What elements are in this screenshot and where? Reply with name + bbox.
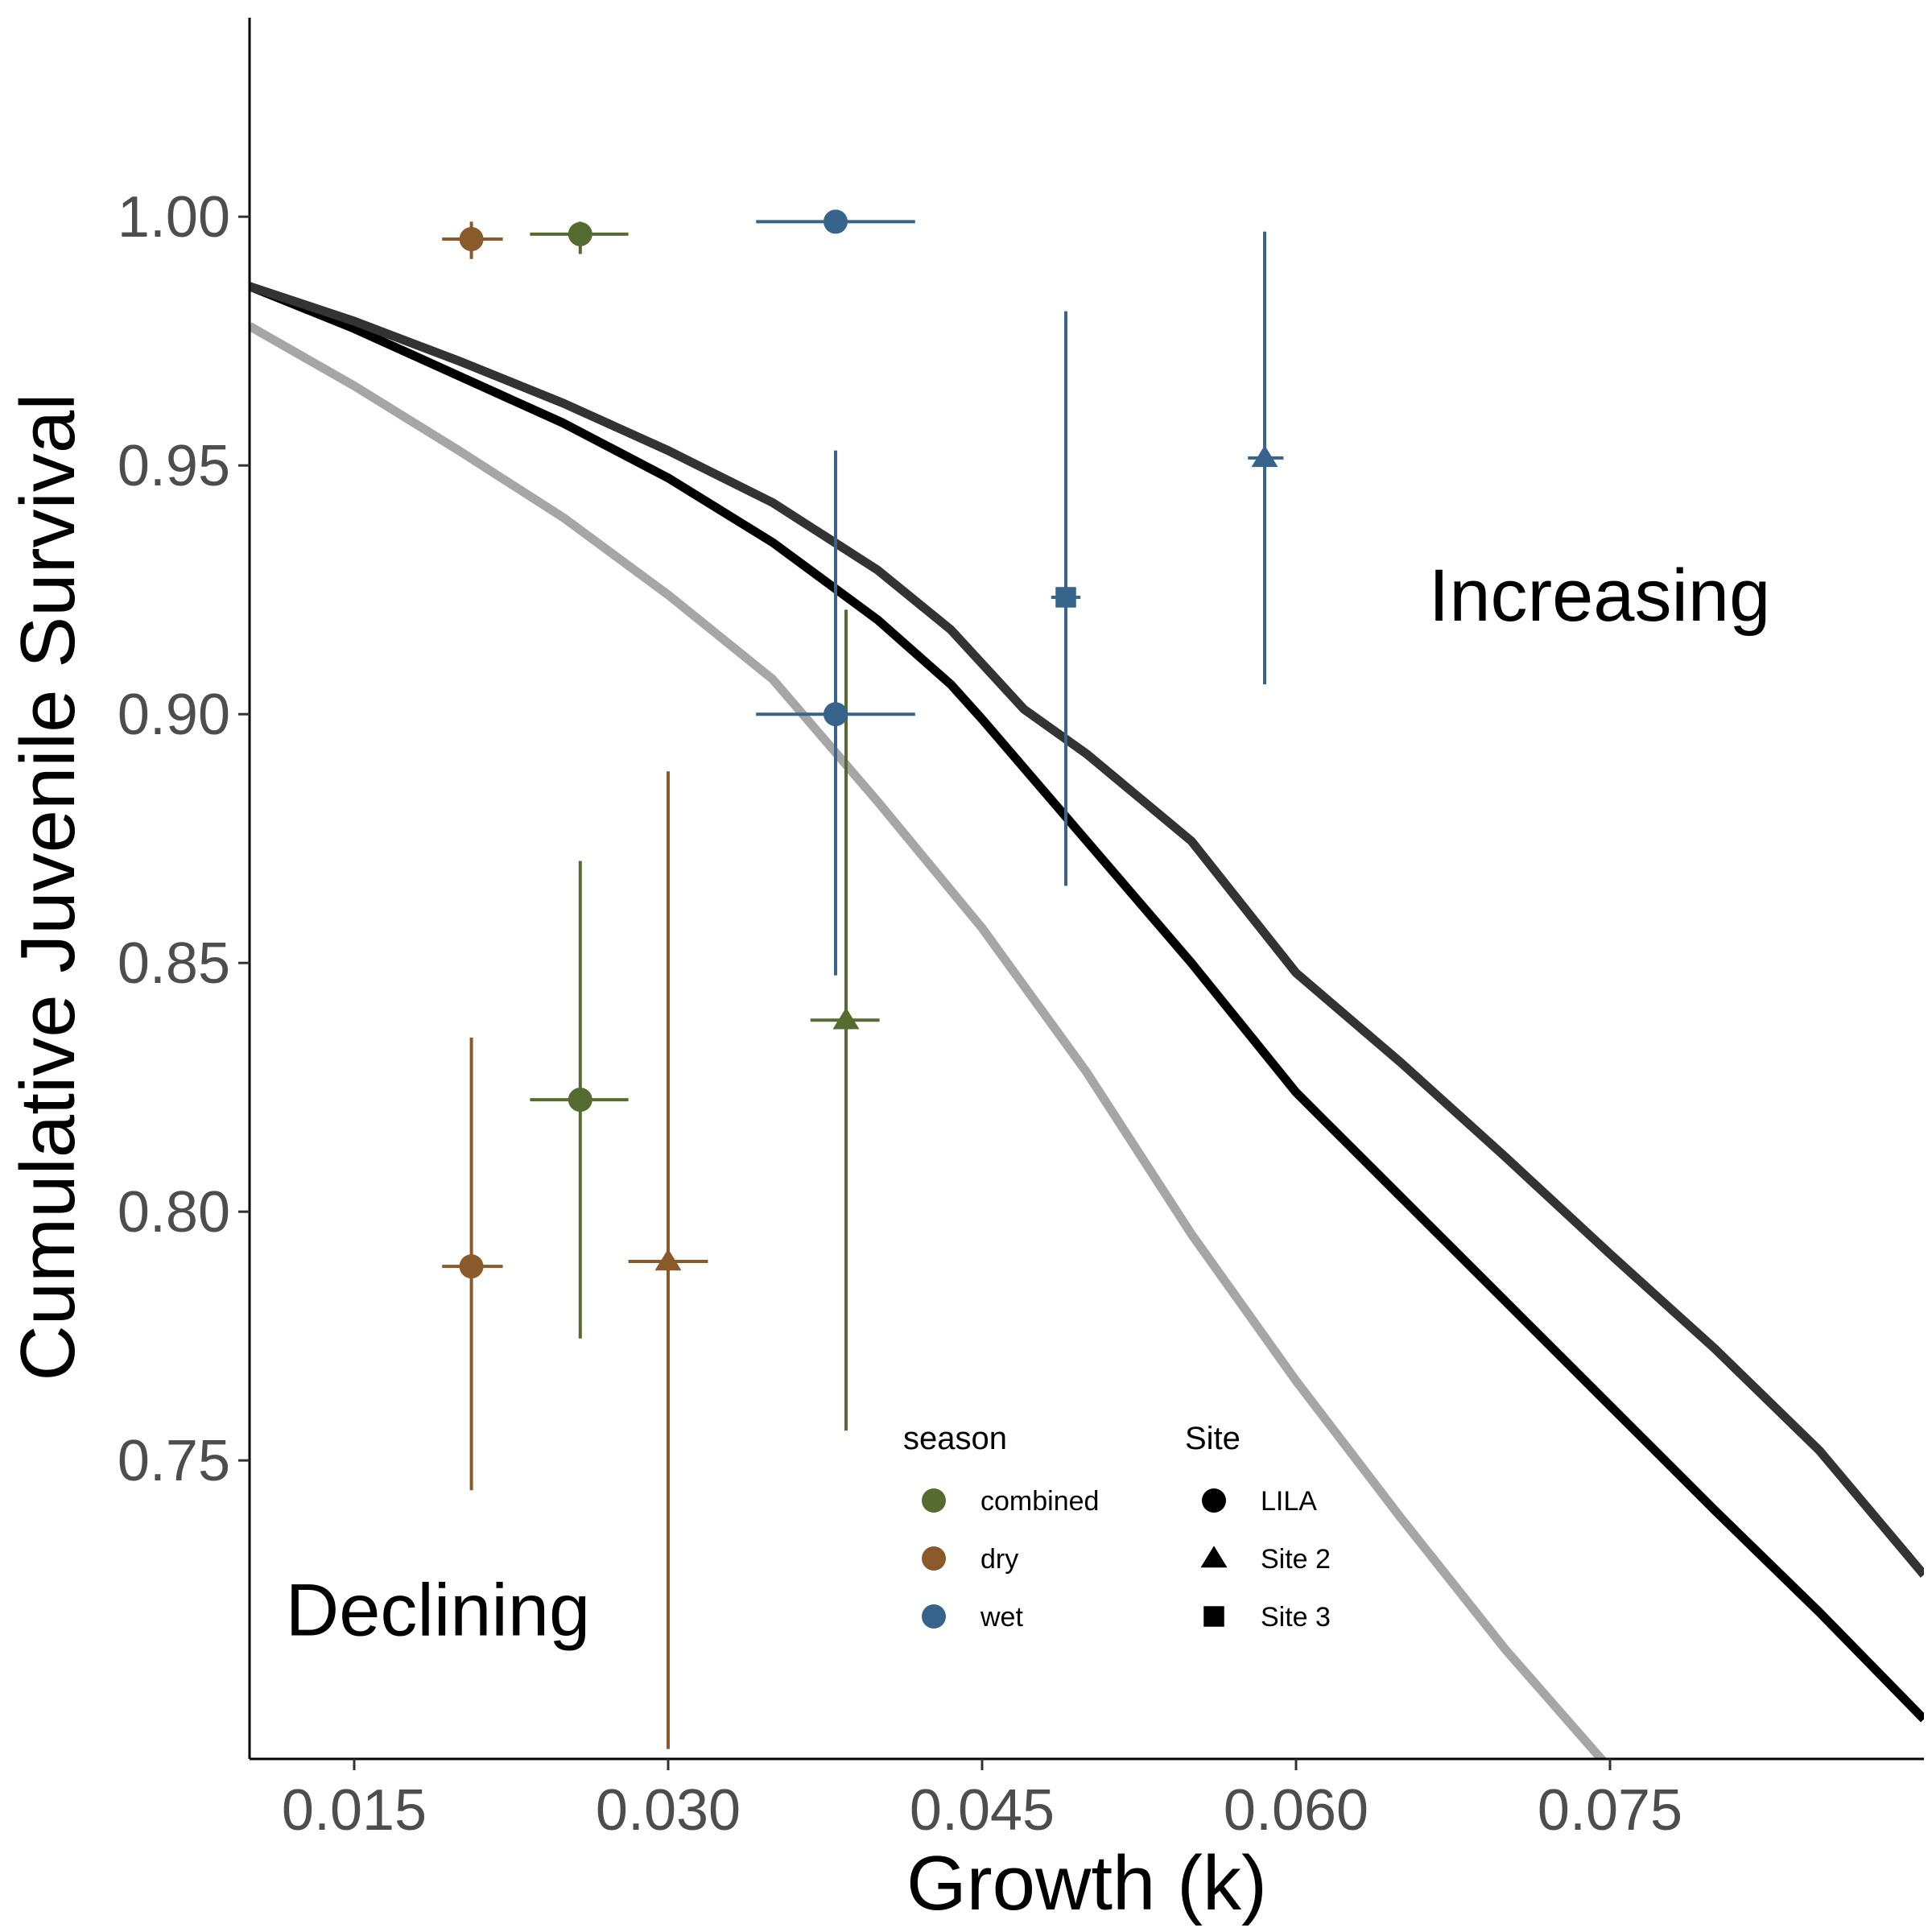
point-wet-lila — [824, 209, 848, 234]
point-dry-site-2 — [654, 1249, 682, 1271]
y-tick-label: 0.90 — [118, 683, 230, 747]
y-axis-title: Cumulative Juvenile Survival — [5, 393, 91, 1381]
legend-label-wet: wet — [980, 1602, 1023, 1633]
legend-key-site-2 — [1200, 1546, 1228, 1568]
y-ticks: 0.75 0.80 0.85 0.90 0.95 1.00 — [118, 185, 250, 1493]
y-tick-label: 0.95 — [118, 434, 230, 498]
point-combined-lila — [568, 221, 592, 246]
y-tick-label: 1.00 — [118, 185, 230, 250]
legend-key-dry — [922, 1546, 946, 1571]
x-tick-label: 0.030 — [596, 1778, 741, 1843]
point-wet-site-2 — [1251, 445, 1278, 468]
point-combined-lila — [568, 1088, 592, 1113]
x-tick-label: 0.075 — [1538, 1778, 1682, 1843]
error-bars — [442, 220, 1284, 1749]
y-tick-label: 0.75 — [118, 1429, 230, 1493]
point-wet-site-3 — [1055, 587, 1076, 608]
annotation-declining: Declining — [286, 1570, 590, 1652]
legend-title-site: Site — [1185, 1421, 1241, 1456]
x-ticks: 0.015 0.030 0.045 0.060 0.075 — [282, 1759, 1682, 1843]
data-points — [459, 209, 1278, 1279]
x-tick-label: 0.015 — [282, 1778, 427, 1843]
legend-key-combined — [922, 1488, 946, 1513]
legend-season-items: combined dry wet — [922, 1486, 1099, 1633]
point-combined-site-2 — [832, 1007, 860, 1030]
x-tick-label: 0.060 — [1224, 1778, 1368, 1843]
legend-label-lila: LILA — [1261, 1486, 1317, 1517]
y-tick-label: 0.85 — [118, 931, 230, 996]
y-tick-label: 0.80 — [118, 1180, 230, 1245]
axes — [248, 18, 1924, 1761]
legend-label-site-3: Site 3 — [1261, 1602, 1331, 1633]
legend-title-season: season — [903, 1421, 1007, 1456]
legend-key-wet — [922, 1604, 946, 1629]
legend: season Site combined dry wet LILA Site 2 Sit… — [903, 1421, 1331, 1633]
point-dry-lila — [459, 1254, 484, 1279]
curve-3 — [250, 322, 1608, 1759]
annotation-increasing: Increasing — [1429, 555, 1770, 637]
legend-key-site-3 — [1203, 1606, 1224, 1627]
point-wet-lila — [824, 702, 848, 727]
curve-1 — [250, 282, 1924, 1723]
point-dry-lila — [459, 227, 484, 252]
x-tick-label: 0.045 — [910, 1778, 1055, 1843]
legend-label-site-2: Site 2 — [1261, 1544, 1331, 1575]
fitted-curves — [250, 282, 1924, 1759]
legend-site-items: LILA Site 2 Site 3 — [1200, 1486, 1331, 1633]
legend-label-combined: combined — [980, 1486, 1099, 1517]
legend-key-lila — [1202, 1488, 1226, 1513]
curve-2 — [250, 282, 1924, 1578]
x-axis-title: Growth (k) — [906, 1840, 1267, 1926]
legend-label-dry: dry — [980, 1544, 1018, 1575]
